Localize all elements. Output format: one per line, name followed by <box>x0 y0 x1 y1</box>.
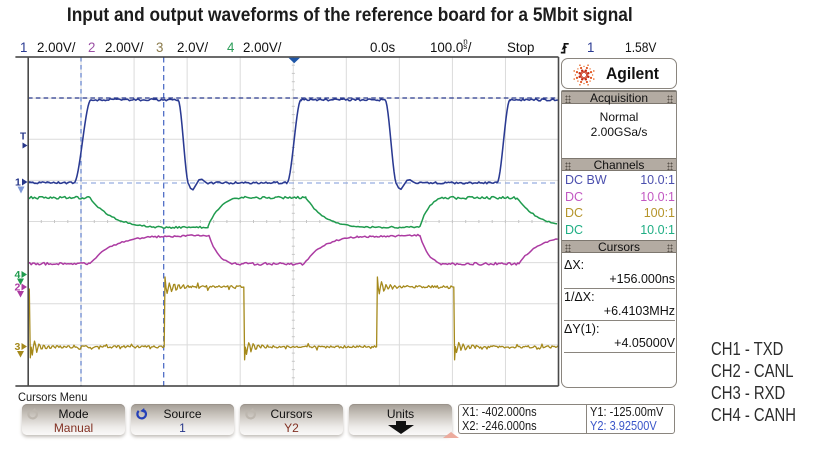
svg-text:3: 3 <box>15 341 21 353</box>
svg-text:T: T <box>20 132 26 143</box>
svg-text:4: 4 <box>15 269 21 281</box>
svg-text:1: 1 <box>15 177 21 189</box>
svg-text:2: 2 <box>15 282 21 294</box>
